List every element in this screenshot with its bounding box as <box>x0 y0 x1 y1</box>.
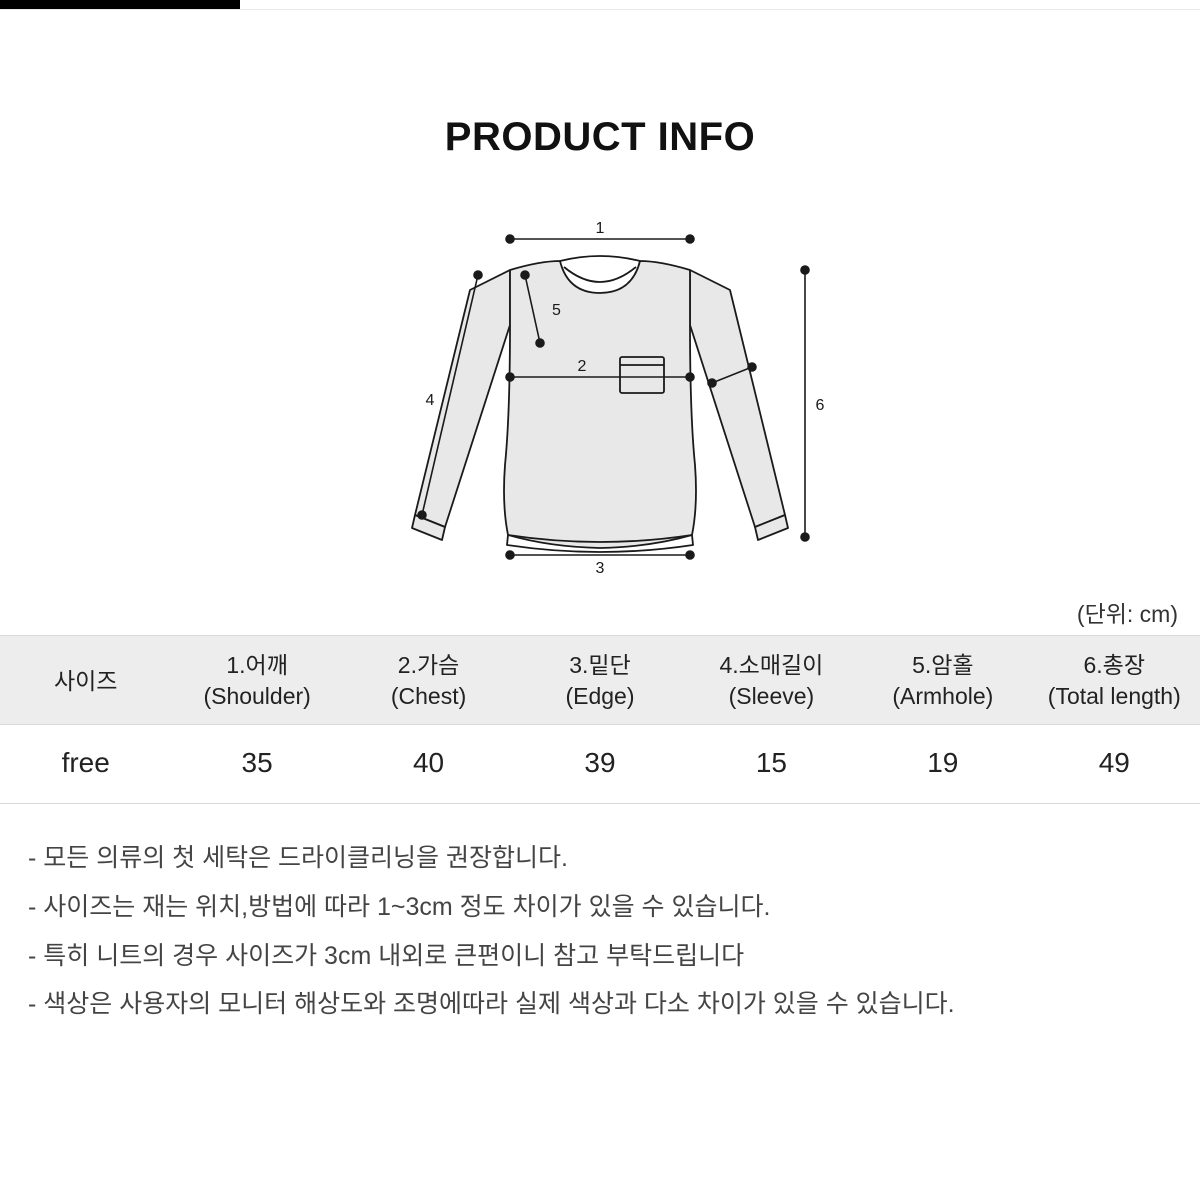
cell-c5: 19 <box>857 725 1028 804</box>
note-line: - 사이즈는 재는 위치,방법에 따라 1~3cm 정도 차이가 있을 수 있습… <box>28 883 1172 932</box>
care-notes: - 모든 의류의 첫 세탁은 드라이클리닝을 권장합니다. - 사이즈는 재는 … <box>0 804 1200 1029</box>
shirt-diagram-svg: 1 4 <box>360 215 840 575</box>
cell-c6: 49 <box>1029 725 1200 804</box>
page-title: PRODUCT INFO <box>0 115 1200 160</box>
diagram-label-1: 1 <box>596 220 605 237</box>
note-line: - 색상은 사용자의 모니터 해상도와 조명에따라 실제 색상과 다소 차이가 … <box>28 980 1172 1029</box>
size-table-header-row: 사이즈 1.어깨 (Shoulder) 2.가슴 (Chest) 3.밑단 (E… <box>0 636 1200 725</box>
diagram-label-6: 6 <box>816 397 825 414</box>
size-table: 사이즈 1.어깨 (Shoulder) 2.가슴 (Chest) 3.밑단 (E… <box>0 635 1200 804</box>
cell-c1: 35 <box>171 725 342 804</box>
size-table-row: free 35 40 39 15 19 49 <box>0 725 1200 804</box>
unit-label: (단위: cm) <box>0 595 1200 629</box>
col-size: 사이즈 <box>0 636 171 725</box>
diagram-label-5: 5 <box>552 302 561 319</box>
col-sleeve: 4.소매길이 (Sleeve) <box>686 636 857 725</box>
col-armhole: 5.암홀 (Armhole) <box>857 636 1028 725</box>
cell-size: free <box>0 725 171 804</box>
cell-c3: 39 <box>514 725 685 804</box>
note-line: - 특히 니트의 경우 사이즈가 3cm 내외로 큰편이니 참고 부탁드립니다 <box>28 932 1172 981</box>
col-shoulder: 1.어깨 (Shoulder) <box>171 636 342 725</box>
col-total-length: 6.총장 (Total length) <box>1029 636 1200 725</box>
diagram-label-4: 4 <box>426 392 435 409</box>
size-diagram: 1 4 <box>0 215 1200 575</box>
col-chest: 2.가슴 (Chest) <box>343 636 514 725</box>
cell-c2: 40 <box>343 725 514 804</box>
col-edge: 3.밑단 (Edge) <box>514 636 685 725</box>
top-divider <box>0 9 1200 10</box>
cell-c4: 15 <box>686 725 857 804</box>
note-line: - 모든 의류의 첫 세탁은 드라이클리닝을 권장합니다. <box>28 834 1172 883</box>
diagram-label-3: 3 <box>596 560 605 575</box>
diagram-label-2: 2 <box>578 358 587 375</box>
